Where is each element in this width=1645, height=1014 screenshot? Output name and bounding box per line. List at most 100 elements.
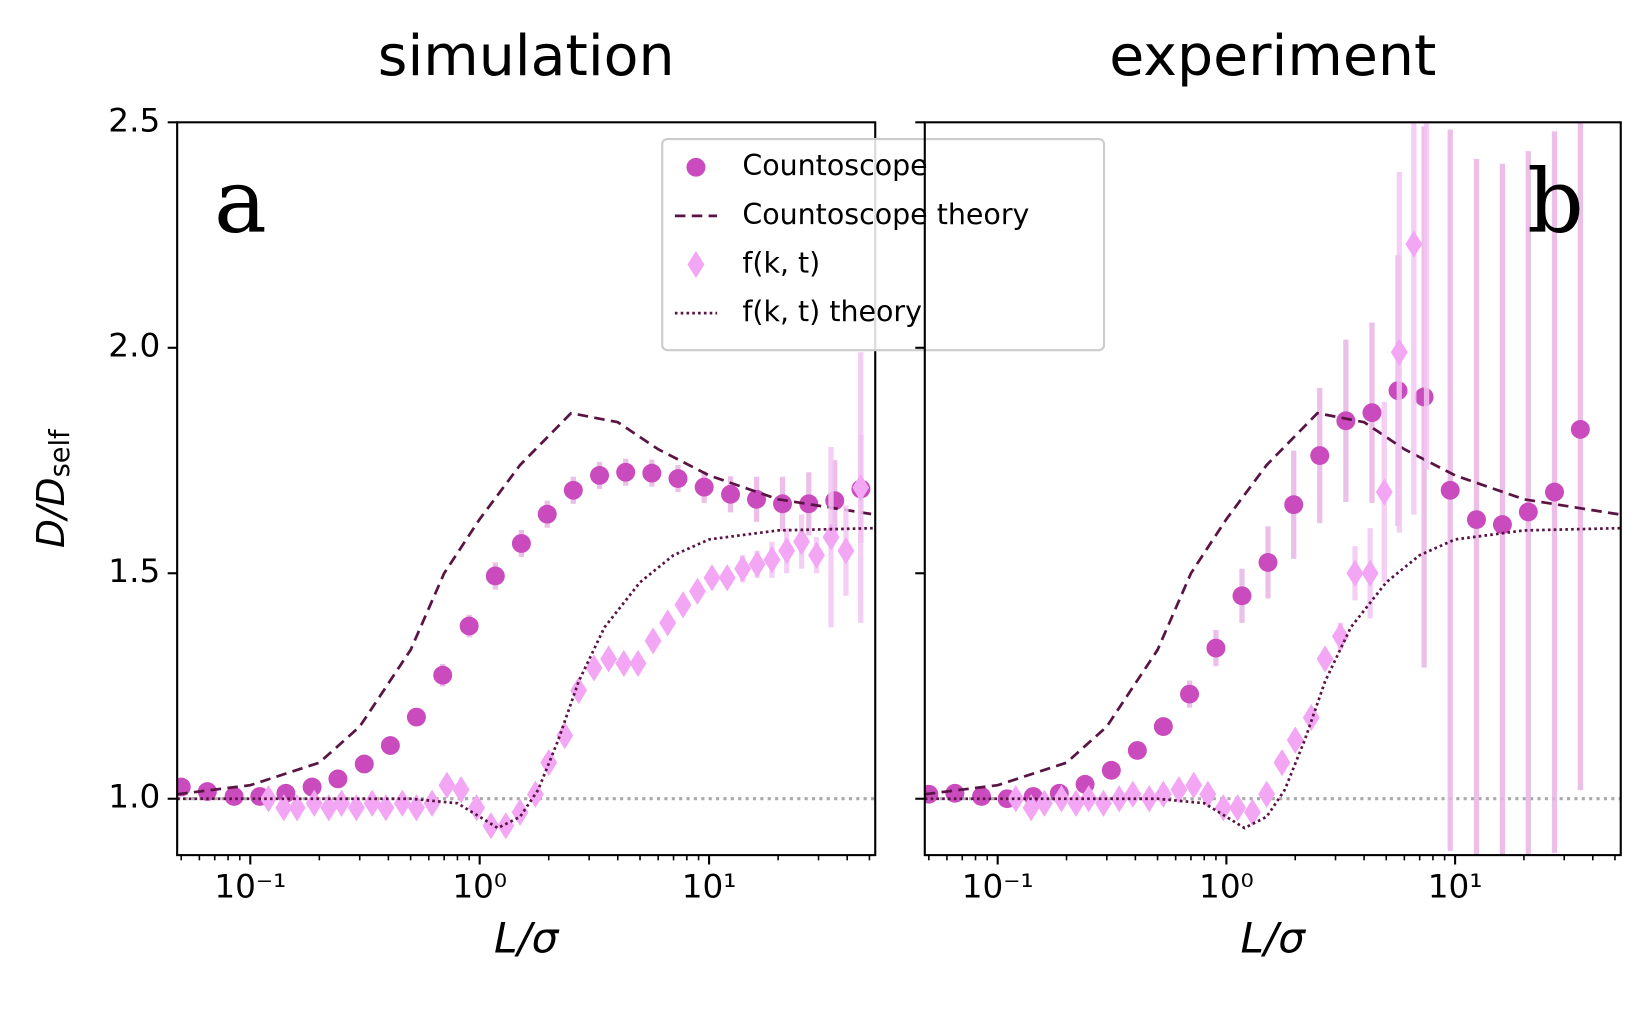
data-point (1284, 495, 1304, 515)
data-point (1053, 785, 1070, 813)
data-point (1273, 749, 1291, 777)
theory-line (924, 526, 1621, 830)
x-tick-label: 10⁻¹ (214, 868, 286, 906)
legend: Countoscope Countoscope theory f(k, t) f(k,… (661, 137, 1106, 352)
legend-label: Countoscope (742, 149, 927, 182)
data-point (1199, 780, 1217, 808)
data-point (763, 546, 781, 574)
data-point (423, 789, 441, 817)
data-point (1405, 230, 1423, 258)
data-point (438, 771, 456, 799)
data-point (703, 564, 721, 592)
data-point (1258, 553, 1278, 572)
theory-line (177, 411, 876, 796)
data-point (1101, 760, 1121, 780)
plot-area (924, 122, 1621, 856)
data-point (537, 504, 557, 524)
x-tick-label: 10⁰ (452, 868, 507, 906)
data-point (377, 794, 395, 822)
data-point (1007, 785, 1025, 813)
data-point (778, 537, 796, 565)
data-point (1127, 741, 1147, 760)
data-point (773, 494, 793, 514)
data-point (799, 494, 819, 514)
plot-frame (923, 121, 1622, 857)
data-point (1067, 789, 1085, 817)
data-point (1302, 703, 1320, 732)
data-point (1035, 789, 1053, 817)
data-point (734, 555, 752, 583)
data-point (1022, 794, 1040, 822)
data-point (482, 812, 500, 840)
legend-label: Countoscope theory (742, 198, 1029, 231)
data-point (1440, 480, 1460, 500)
data-point (354, 754, 374, 774)
x-axis-label: L/σ (1241, 913, 1307, 962)
data-point (526, 780, 544, 808)
data-point (748, 550, 766, 578)
data-point (1286, 726, 1304, 754)
data-point (1153, 717, 1173, 736)
data-point (1206, 638, 1226, 658)
data-point (1185, 771, 1203, 799)
data-point (1095, 789, 1112, 817)
data-point (1346, 559, 1364, 587)
data-point (590, 465, 610, 485)
data-point (1361, 559, 1379, 587)
data-point (674, 591, 692, 619)
data-point (616, 462, 636, 482)
legend-label: f(k, t) theory (742, 295, 922, 328)
data-point (852, 473, 870, 502)
data-point (320, 794, 338, 822)
data-point (1232, 586, 1252, 606)
data-point (556, 722, 574, 750)
data-point (433, 665, 453, 685)
data-point (1331, 622, 1349, 650)
data-point (659, 609, 677, 637)
legend-label: f(k, t) (742, 247, 820, 280)
panel-label: a (214, 150, 267, 253)
data-point (275, 794, 293, 822)
y-tick-label: 1.0 (108, 778, 160, 816)
data-point (689, 577, 706, 605)
data-point (1375, 478, 1393, 506)
x-tick-label: 10¹ (1428, 868, 1483, 906)
data-point (1180, 684, 1200, 704)
y-axis-label-sub: self (45, 428, 76, 477)
data-point (1426, 122, 1427, 123)
data-point (600, 645, 618, 673)
data-point (497, 812, 515, 840)
data-point (1544, 482, 1564, 502)
x-tick-label: 10⁻¹ (962, 868, 1034, 906)
panel-title: simulation (378, 23, 675, 89)
data-point (721, 484, 740, 504)
y-tick-label: 1.5 (108, 552, 160, 590)
data-point (276, 783, 296, 803)
data-point (563, 480, 583, 500)
data-point (1316, 645, 1334, 673)
data-point (288, 794, 306, 822)
data-point (540, 749, 558, 777)
data-point (468, 794, 486, 822)
data-point (1170, 776, 1188, 804)
data-point (615, 649, 633, 678)
data-point (305, 789, 323, 817)
data-point (328, 769, 348, 789)
data-point (511, 534, 531, 553)
data-point (363, 789, 381, 817)
data-point (718, 564, 736, 592)
data-point (1110, 785, 1128, 813)
data-point (333, 789, 351, 817)
data-point (1214, 794, 1232, 822)
data-point (1362, 403, 1382, 423)
data-point (1229, 794, 1247, 822)
data-point (1310, 446, 1330, 465)
data-point (642, 463, 662, 483)
y-tick-label: 2.5 (108, 101, 160, 139)
y-tick-label: 2.0 (108, 327, 160, 365)
data-point (302, 777, 322, 797)
panel-label: b (1527, 150, 1584, 253)
data-point (1336, 411, 1356, 431)
